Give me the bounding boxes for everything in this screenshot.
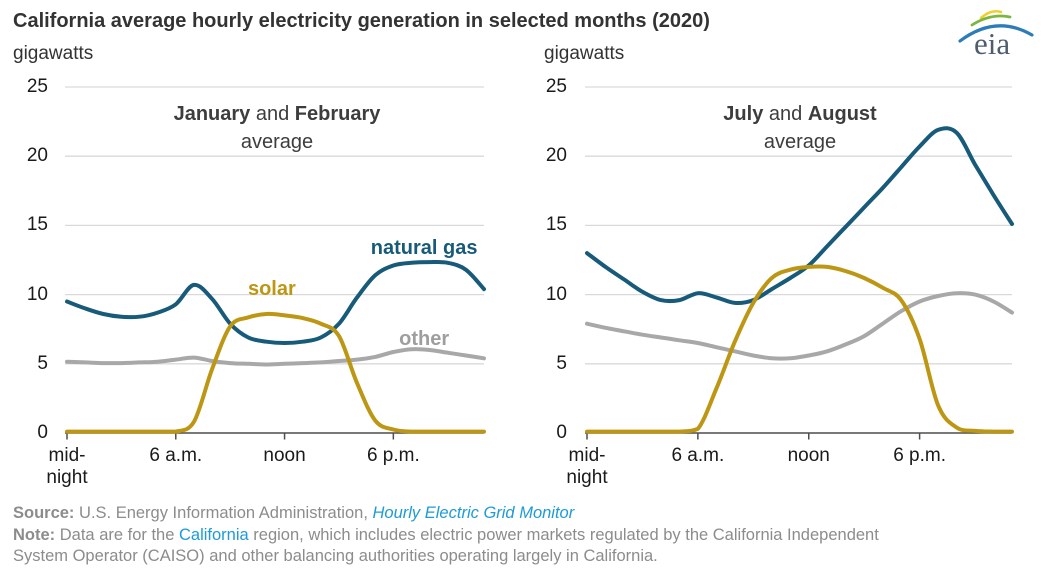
- eia-logo: eia: [958, 9, 1034, 60]
- x-axis-tick-label: noon: [787, 445, 830, 466]
- source-label: Source:: [13, 504, 75, 522]
- subtitle-average: average: [240, 131, 314, 153]
- y-axis-tick-label: 20: [545, 145, 567, 167]
- note-link-california[interactable]: California: [179, 525, 249, 544]
- source-line: Source: U.S. Energy Information Administ…: [13, 504, 575, 522]
- subtitle-average: average: [763, 131, 837, 153]
- x-axis-tick-label: mid- night: [566, 445, 608, 488]
- y-axis-tick-label: 15: [545, 214, 567, 236]
- x-axis-tick-label: 6 p.m.: [366, 445, 420, 466]
- series-line-other: [65, 347, 486, 367]
- y-axis-tick-label: 20: [26, 145, 48, 167]
- y-axis-tick-label: 5: [37, 352, 48, 374]
- y-axis-tick-label: 10: [26, 283, 48, 305]
- y-axis-tick-label: 5: [556, 352, 567, 374]
- note-line-3: System Operator (CAISO) and other balanc…: [13, 547, 658, 565]
- subtitle-left: January and February average: [173, 103, 381, 153]
- y-axis-units-right: gigawatts: [544, 43, 625, 64]
- x-axis-tick-label: 6 a.m.: [149, 445, 203, 466]
- y-axis-units-left: gigawatts: [13, 43, 94, 64]
- chart-title: California average hourly electricity ge…: [13, 10, 710, 32]
- series-line-natural-gas: [65, 259, 486, 345]
- logo-text: eia: [974, 26, 1010, 60]
- y-axis-tick-label: 25: [545, 76, 567, 97]
- footer: Source: U.S. Energy Information Administ…: [13, 503, 1033, 568]
- logo-swoosh-green: [970, 14, 1012, 27]
- subtitle-right: July and August average: [723, 103, 877, 153]
- series-label-solar: solar: [247, 278, 296, 301]
- subtitle-month2: August: [807, 103, 877, 125]
- note-line: Note: Data are for the California region…: [13, 525, 879, 544]
- series-line-natural-gas: [585, 126, 1014, 306]
- subtitle-month1: July: [723, 103, 764, 125]
- y-axis-tick-label: 25: [26, 76, 48, 97]
- series-label-other: other: [399, 327, 450, 350]
- series-line-solar: [65, 311, 486, 434]
- series-line-solar: [585, 264, 1014, 434]
- logo-swoosh-yellow: [979, 9, 1003, 20]
- subtitle-month1: January: [173, 103, 251, 125]
- source-link[interactable]: Hourly Electric Grid Monitor: [372, 504, 575, 522]
- y-axis-tick-label: 10: [545, 283, 567, 305]
- series-label-natural-gas: natural gas: [370, 236, 478, 259]
- x-axis-tick-label: noon: [263, 445, 306, 466]
- axis-labels-layer: 0 5 10 15 20 25 mid- night 6 a.m. noon 6 p.m. natu…: [26, 76, 946, 488]
- x-axis-tick-label: 6 p.m.: [893, 445, 946, 466]
- plot-svg: [65, 86, 1014, 440]
- logo-swoosh-blue: [958, 24, 1034, 43]
- note-label: Note:: [13, 525, 56, 544]
- y-axis-tick-label: 0: [556, 422, 567, 443]
- y-axis-tick-label: 0: [37, 422, 48, 443]
- x-axis-tick-label: mid- night: [46, 445, 88, 488]
- subtitle-month2: February: [294, 103, 381, 125]
- y-axis-tick-label: 15: [26, 214, 48, 236]
- x-axis-tick-label: 6 a.m.: [671, 445, 725, 466]
- series-line-other: [585, 291, 1014, 361]
